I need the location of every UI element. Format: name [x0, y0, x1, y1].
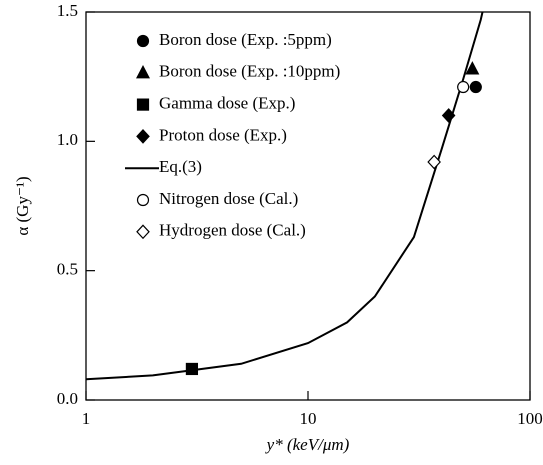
legend-label: Proton dose (Exp.) [159, 125, 287, 144]
y-tick-label: 0.0 [57, 389, 78, 408]
x-tick-label: 1 [82, 409, 91, 428]
legend-swatch [136, 129, 150, 144]
data-point [457, 80, 470, 94]
data-point [469, 80, 482, 94]
x-tick-label: 10 [300, 409, 317, 428]
legend-swatch [136, 34, 150, 48]
y-axis-label: α (Gy⁻¹) [13, 176, 32, 235]
x-tick-label: 100 [517, 409, 543, 428]
data-point [441, 108, 456, 123]
curve [86, 12, 484, 381]
data-point [465, 61, 480, 75]
legend-label: Gamma dose (Exp.) [159, 94, 295, 113]
data-point [427, 154, 441, 170]
data-point [185, 362, 199, 376]
y-tick-label: 1.0 [57, 130, 78, 149]
legend-swatch [136, 193, 150, 207]
y-tick-label: 0.5 [57, 260, 78, 279]
legend-swatch [136, 224, 150, 240]
legend-label: Boron dose (Exp. :5ppm) [159, 30, 332, 49]
x-axis-label: y* (keV/μm) [265, 435, 350, 454]
y-tick-label: 1.5 [57, 1, 78, 20]
legend-label: Eq.(3) [159, 157, 202, 176]
legend-label: Nitrogen dose (Cal.) [159, 189, 298, 208]
plot-area [86, 12, 484, 381]
legend-swatch [136, 98, 150, 111]
legend-swatch [136, 65, 150, 79]
legend-label: Boron dose (Exp. :10ppm) [159, 62, 340, 81]
legend-label: Hydrogen dose (Cal.) [159, 221, 306, 240]
